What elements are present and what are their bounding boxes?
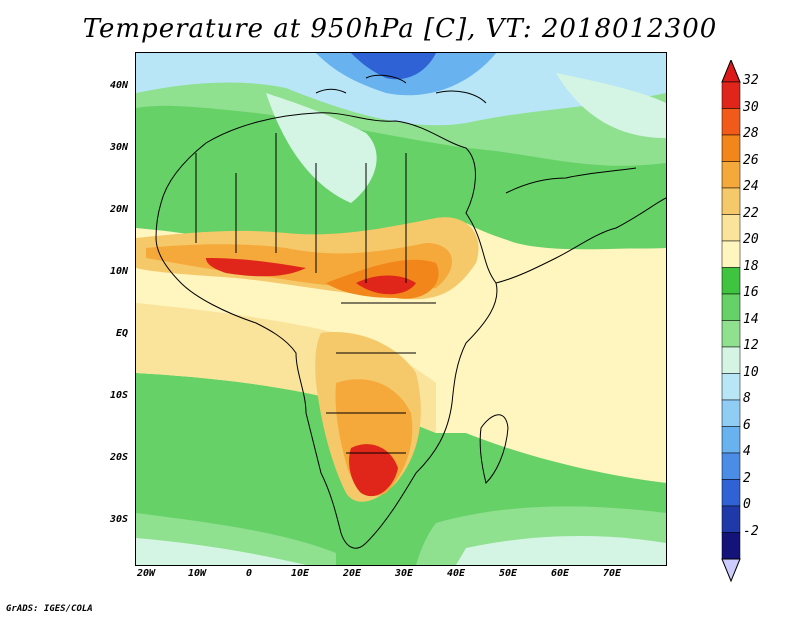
colorbar-label: 4 xyxy=(743,444,751,459)
colorbar-swatch xyxy=(721,479,741,507)
colorbar-label: 16 xyxy=(743,285,759,300)
colorbar-swatch xyxy=(721,320,741,348)
colorbar-label: 28 xyxy=(743,126,759,141)
colorbar-swatch xyxy=(721,134,741,162)
colorbar-label: 22 xyxy=(743,205,759,221)
colorbar-under-arrow xyxy=(721,558,741,583)
colorbar-label: 0 xyxy=(743,497,751,512)
colorbar-label: 26 xyxy=(743,152,759,168)
colorbar-label: 30 xyxy=(743,99,759,115)
colorbar-swatch xyxy=(721,346,741,374)
colorbar-over-arrow xyxy=(721,60,741,83)
map-plot-area xyxy=(135,52,667,566)
colorbar-label: 12 xyxy=(743,338,759,353)
lon-label-10w: 10W xyxy=(187,568,207,579)
lat-label-30n: 30N xyxy=(109,142,128,153)
colorbar-swatch xyxy=(721,267,741,295)
lon-label-20e: 20E xyxy=(342,568,362,579)
colorbar-swatch xyxy=(721,532,741,560)
colorbar-swatch xyxy=(721,452,741,480)
colorbar-label: 14 xyxy=(743,311,759,327)
lon-label-60e: 60E xyxy=(550,568,570,579)
colorbar-swatch xyxy=(721,293,741,321)
lon-label-30e: 30E xyxy=(394,568,414,579)
lat-label-30s: 30S xyxy=(109,514,128,525)
lon-label-40e: 40E xyxy=(446,568,466,579)
colorbar-swatch xyxy=(721,240,741,268)
lat-label-20s: 20S xyxy=(109,452,128,463)
colorbar-label: 6 xyxy=(743,417,751,433)
lon-label-70e: 70E xyxy=(602,568,622,579)
map-title: Temperature at 950hPa [C], VT: 201801230… xyxy=(82,14,718,44)
lat-label-eq: EQ xyxy=(115,328,128,339)
colorbar xyxy=(721,60,741,583)
colorbar-swatch xyxy=(721,399,741,427)
colorbar-swatch xyxy=(721,161,741,189)
lon-label-50e: 50E xyxy=(498,568,518,579)
lon-label-20w: 20W xyxy=(136,568,156,579)
colorbar-swatch xyxy=(721,187,741,215)
colorbar-label: 8 xyxy=(743,391,751,406)
colorbar-swatch xyxy=(721,505,741,533)
colorbar-swatch xyxy=(721,373,741,401)
lat-label-10n: 10N xyxy=(109,266,128,277)
colorbar-label: 32 xyxy=(743,73,759,88)
lon-label-0: 0 xyxy=(245,568,253,579)
lon-label-10e: 10E xyxy=(290,568,310,579)
colorbar-label: -2 xyxy=(743,523,759,539)
colorbar-label: 18 xyxy=(743,258,759,274)
lat-label-10s: 10S xyxy=(109,390,128,401)
colorbar-swatch xyxy=(721,426,741,454)
lat-label-20n: 20N xyxy=(109,204,128,215)
colorbar-swatch xyxy=(721,81,741,109)
colorbar-swatch xyxy=(721,108,741,136)
lat-label-40n: 40N xyxy=(109,80,128,91)
temperature-field xyxy=(136,53,666,565)
colorbar-label: 2 xyxy=(743,470,751,486)
colorbar-swatch xyxy=(721,214,741,242)
colorbar-label: 10 xyxy=(743,364,759,380)
colorbar-label: 20 xyxy=(743,232,759,247)
colorbar-label: 24 xyxy=(743,179,759,194)
credit-text: GrADS: IGES/COLA xyxy=(6,604,93,614)
